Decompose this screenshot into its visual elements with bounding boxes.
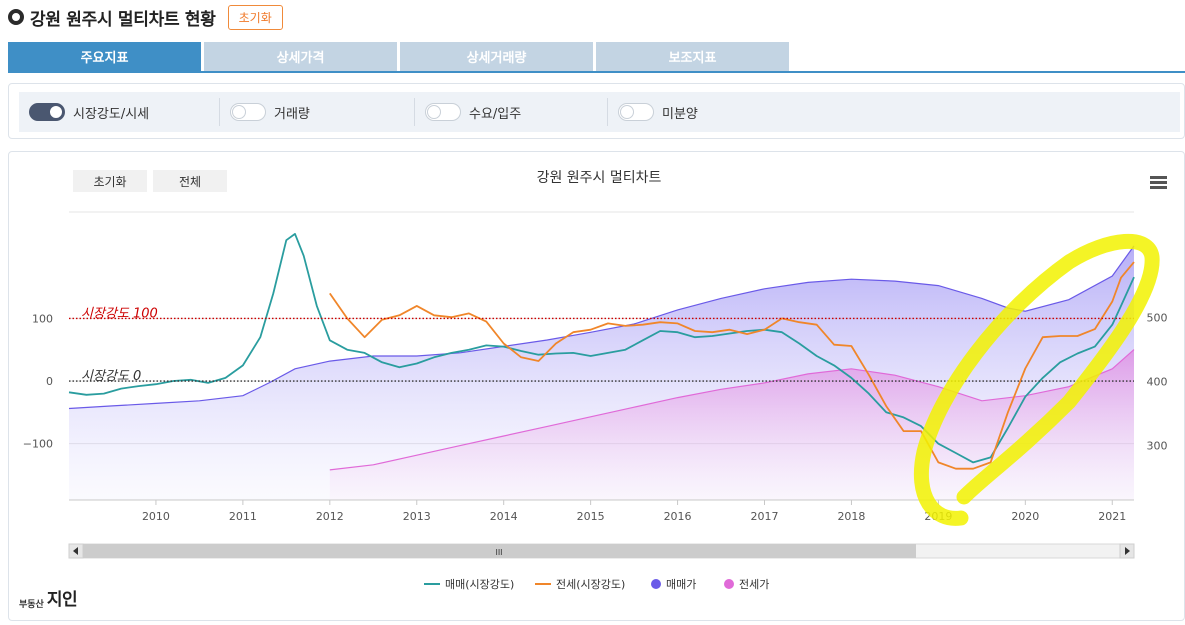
- brand-small-text: 부동산: [19, 600, 44, 610]
- unsold-switch[interactable]: [618, 103, 654, 121]
- toggle-demand-supply: 수요/입주: [414, 98, 607, 126]
- switch-knob: [49, 105, 63, 119]
- axes: 100 0 −100 500 400 300 2010 2011 2012 2013 2014 201…: [23, 312, 1168, 523]
- toggle-label: 미분양: [662, 106, 698, 122]
- x-tick-label: 2010: [142, 510, 170, 523]
- toggle-volume: 거래량: [219, 98, 414, 126]
- legend-label: 전세가: [739, 578, 769, 591]
- multi-chart: 강원 원주시 멀티차트 시장강도 100 시장강도 0 100 0 −100 500 40…: [23, 170, 1168, 591]
- legend-label: 매매가: [666, 578, 696, 591]
- title-row: 강원 원주시 멀티차트 현황 초기화: [8, 2, 283, 32]
- tab-auxiliary-indicators[interactable]: 보조지표: [596, 42, 789, 71]
- switch-knob: [427, 105, 441, 119]
- y-right-tick-label: 500: [1147, 312, 1168, 325]
- x-tick-label: 2016: [664, 510, 692, 523]
- x-tick-label: 2018: [837, 510, 865, 523]
- series-line-sale-strength: [68, 233, 1135, 464]
- highlight-annotation: [913, 233, 1160, 526]
- brand-name: 지인: [46, 590, 78, 610]
- y-left-tick-label: 100: [32, 312, 53, 325]
- scrollbar-thumb: [83, 544, 916, 558]
- x-tick-label: 2015: [577, 510, 605, 523]
- demand-supply-switch[interactable]: [425, 103, 461, 121]
- chart-reset-button[interactable]: 초기화: [73, 170, 147, 192]
- legend-label: 전세(시장강도): [556, 578, 625, 591]
- x-tick-label: 2011: [229, 510, 257, 523]
- tab-detailed-price[interactable]: 상세가격: [204, 42, 397, 71]
- chart-all-button[interactable]: 전체: [153, 170, 227, 192]
- tab-bar: 주요지표 상세가격 상세거래량 보조지표: [8, 42, 1185, 73]
- page-title: 강원 원주시 멀티차트 현황: [30, 9, 216, 30]
- market-strength-switch[interactable]: [29, 103, 65, 121]
- hamburger-menu-icon[interactable]: [1150, 176, 1167, 190]
- volume-switch[interactable]: [230, 103, 266, 121]
- toggle-unsold: 미분양: [607, 98, 787, 126]
- y-left-tick-label: −100: [23, 438, 53, 451]
- reset-button[interactable]: 초기화: [227, 4, 283, 30]
- legend-label: 매매(시장강도): [445, 578, 514, 591]
- area-line-jeonse-price: [329, 349, 1135, 471]
- scrollbar-grip: III: [495, 548, 502, 557]
- area-line-sale-price: [68, 245, 1135, 410]
- x-tick-label: 2017: [751, 510, 779, 523]
- scroll-left-arrow-icon: [73, 547, 78, 555]
- plot-line-label: 시장강도 0: [81, 369, 141, 384]
- x-tick-label: 2012: [316, 510, 344, 523]
- x-tick-label: 2020: [1011, 510, 1039, 523]
- series-line-jeonse-strength: [329, 261, 1135, 470]
- toggle-label: 수요/입주: [469, 106, 522, 122]
- y-left-tick-label: 0: [46, 375, 53, 388]
- switch-knob: [620, 105, 634, 119]
- chart-container: 강원 원주시 멀티차트 시장강도 100 시장강도 0 100 0 −100 500 40…: [8, 151, 1185, 621]
- x-tick-label: 2021: [1098, 510, 1126, 523]
- chart-title: 강원 원주시 멀티차트: [537, 170, 662, 186]
- title-bullet-icon: [8, 9, 24, 25]
- toggle-panel: 시장강도/시세 거래량 수요/입주 미분양: [8, 83, 1185, 139]
- tab-detailed-volume[interactable]: 상세거래량: [400, 42, 593, 71]
- toggle-label: 거래량: [274, 106, 310, 122]
- x-tick-label: 2014: [490, 510, 518, 523]
- y-right-tick-label: 300: [1147, 440, 1168, 453]
- highlight-stroke: [913, 233, 1160, 526]
- plot-line-label: 시장강도 100: [81, 306, 158, 321]
- area-fill-jeonse-price: [329, 349, 1134, 500]
- legend: 매매(시장강도) 전세(시장강도) 매매가 전세가: [424, 578, 769, 591]
- y-right-tick-label: 400: [1147, 376, 1168, 389]
- toggle-market-strength: 시장강도/시세: [19, 98, 219, 126]
- line-series: [68, 233, 1135, 470]
- plot-lines: 시장강도 100 시장강도 0: [69, 306, 1134, 384]
- legend-dot-marker: [651, 579, 661, 589]
- chart-scrollbar[interactable]: III: [68, 543, 1135, 559]
- toggle-row: 시장강도/시세 거래량 수요/입주 미분양: [19, 92, 1180, 132]
- area-series: [68, 245, 1135, 500]
- brand-logo: 부동산 지인: [19, 585, 78, 610]
- toggle-label: 시장강도/시세: [73, 106, 150, 122]
- switch-knob: [232, 105, 246, 119]
- tab-key-indicators[interactable]: 주요지표: [8, 42, 201, 71]
- legend-dot-marker: [724, 579, 734, 589]
- scroll-right-arrow-icon: [1125, 547, 1130, 555]
- x-tick-label: 2013: [403, 510, 431, 523]
